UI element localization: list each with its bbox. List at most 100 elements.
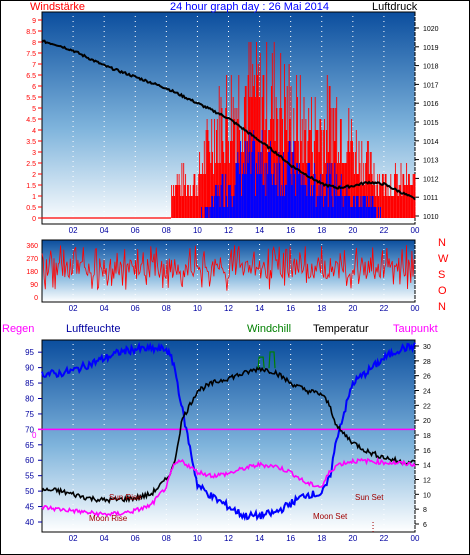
- grid-dot: [165, 76, 167, 77]
- grid-dot: [414, 221, 416, 222]
- grid-dot: [196, 409, 198, 410]
- grid-dot: [196, 126, 198, 127]
- grid-dot: [414, 61, 416, 62]
- grid-dot: [103, 279, 105, 280]
- grid-dot: [352, 244, 354, 245]
- grid-dot: [228, 131, 229, 132]
- grid-dot: [103, 36, 105, 37]
- grid-dot: [383, 116, 385, 117]
- grid-dot: [383, 166, 385, 167]
- grid-dot: [103, 181, 105, 182]
- grid-dot: [259, 449, 261, 450]
- grid-dot: [72, 529, 74, 530]
- x-tick-label: 22: [379, 226, 388, 235]
- grid-dot: [72, 249, 74, 250]
- grid-dot: [165, 41, 167, 42]
- grid-dot: [352, 91, 354, 92]
- grid-dot: [103, 389, 105, 390]
- wind-gust-bars: [171, 42, 416, 218]
- grid-dot: [165, 524, 167, 525]
- x-tick-label: 10: [193, 534, 202, 543]
- grid-dot: [165, 126, 167, 127]
- y-tick-label-humidity: 40: [25, 518, 34, 527]
- grid-dot: [414, 419, 416, 420]
- grid-dot: [134, 221, 136, 222]
- grid-dot: [165, 469, 167, 470]
- grid-dot: [165, 51, 167, 52]
- grid-dot: [228, 519, 229, 520]
- grid-dot: [196, 51, 198, 52]
- grid-dot: [196, 459, 198, 460]
- grid-dot: [414, 499, 416, 500]
- y-tick-label-humidity: 50: [25, 487, 34, 496]
- y-tick-label-pressure: 1014: [423, 139, 439, 146]
- grid-dot: [321, 399, 323, 400]
- grid-dot: [196, 121, 198, 122]
- grid-dot: [72, 16, 74, 17]
- grid-dot: [321, 414, 323, 415]
- grid-dot: [290, 31, 292, 32]
- grid-dot: [383, 379, 385, 380]
- grid-dot: [134, 279, 136, 280]
- grid-dot: [321, 16, 323, 17]
- grid-dot: [165, 404, 167, 405]
- grid-dot: [103, 504, 105, 505]
- grid-dot: [383, 16, 385, 17]
- grid-dot: [290, 484, 292, 485]
- grid-dot: [134, 31, 136, 32]
- grid-dot: [228, 274, 229, 275]
- grid-dot: [165, 284, 167, 285]
- grid-dot: [321, 66, 323, 67]
- grid-dot: [321, 484, 323, 485]
- grid-dot: [352, 126, 354, 127]
- y-tick-label-humidity: 65: [25, 441, 34, 450]
- grid-dot: [352, 524, 354, 525]
- grid-dot: [196, 91, 198, 92]
- grid-dot: [103, 161, 105, 162]
- grid-dot: [103, 66, 105, 67]
- y-tick-label-humidity: 85: [25, 379, 34, 388]
- grid-dot: [321, 51, 323, 52]
- grid-dot: [383, 151, 385, 152]
- grid-dot: [383, 111, 385, 112]
- grid-dot: [383, 126, 385, 127]
- grid-dot: [72, 111, 74, 112]
- grid-dot: [383, 156, 385, 157]
- grid-dot: [103, 191, 105, 192]
- grid-dot: [165, 21, 167, 22]
- grid-dot: [165, 196, 167, 197]
- grid-dot: [196, 181, 198, 182]
- grid-dot: [134, 389, 136, 390]
- grid-dot: [196, 16, 198, 17]
- grid-dot: [72, 86, 74, 87]
- grid-dot: [352, 364, 354, 365]
- grid-dot: [72, 469, 74, 470]
- grid-dot: [321, 434, 323, 435]
- grid-dot: [134, 529, 136, 530]
- grid-dot: [72, 216, 74, 217]
- grid-dot: [321, 36, 323, 37]
- grid-dot: [72, 121, 74, 122]
- dewpoint-line: [41, 456, 416, 518]
- grid-dot: [321, 264, 323, 265]
- grid-dot: [414, 36, 416, 37]
- grid-dot: [103, 171, 105, 172]
- grid-dot: [383, 419, 385, 420]
- grid-dot: [383, 294, 385, 295]
- grid-dot: [259, 354, 261, 355]
- grid-dot: [196, 404, 198, 405]
- grid-dot: [228, 444, 229, 445]
- grid-dot: [414, 151, 416, 152]
- grid-dot: [259, 61, 261, 62]
- grid-dot: [414, 354, 416, 355]
- grid-dot: [134, 374, 136, 375]
- grid-dot: [259, 249, 261, 250]
- grid-dot: [414, 141, 416, 142]
- grid-dot: [383, 474, 385, 475]
- grid-dot: [383, 66, 385, 67]
- grid-dot: [321, 106, 323, 107]
- grid-dot: [352, 404, 354, 405]
- grid-dot: [165, 499, 167, 500]
- grid-dot: [259, 379, 261, 380]
